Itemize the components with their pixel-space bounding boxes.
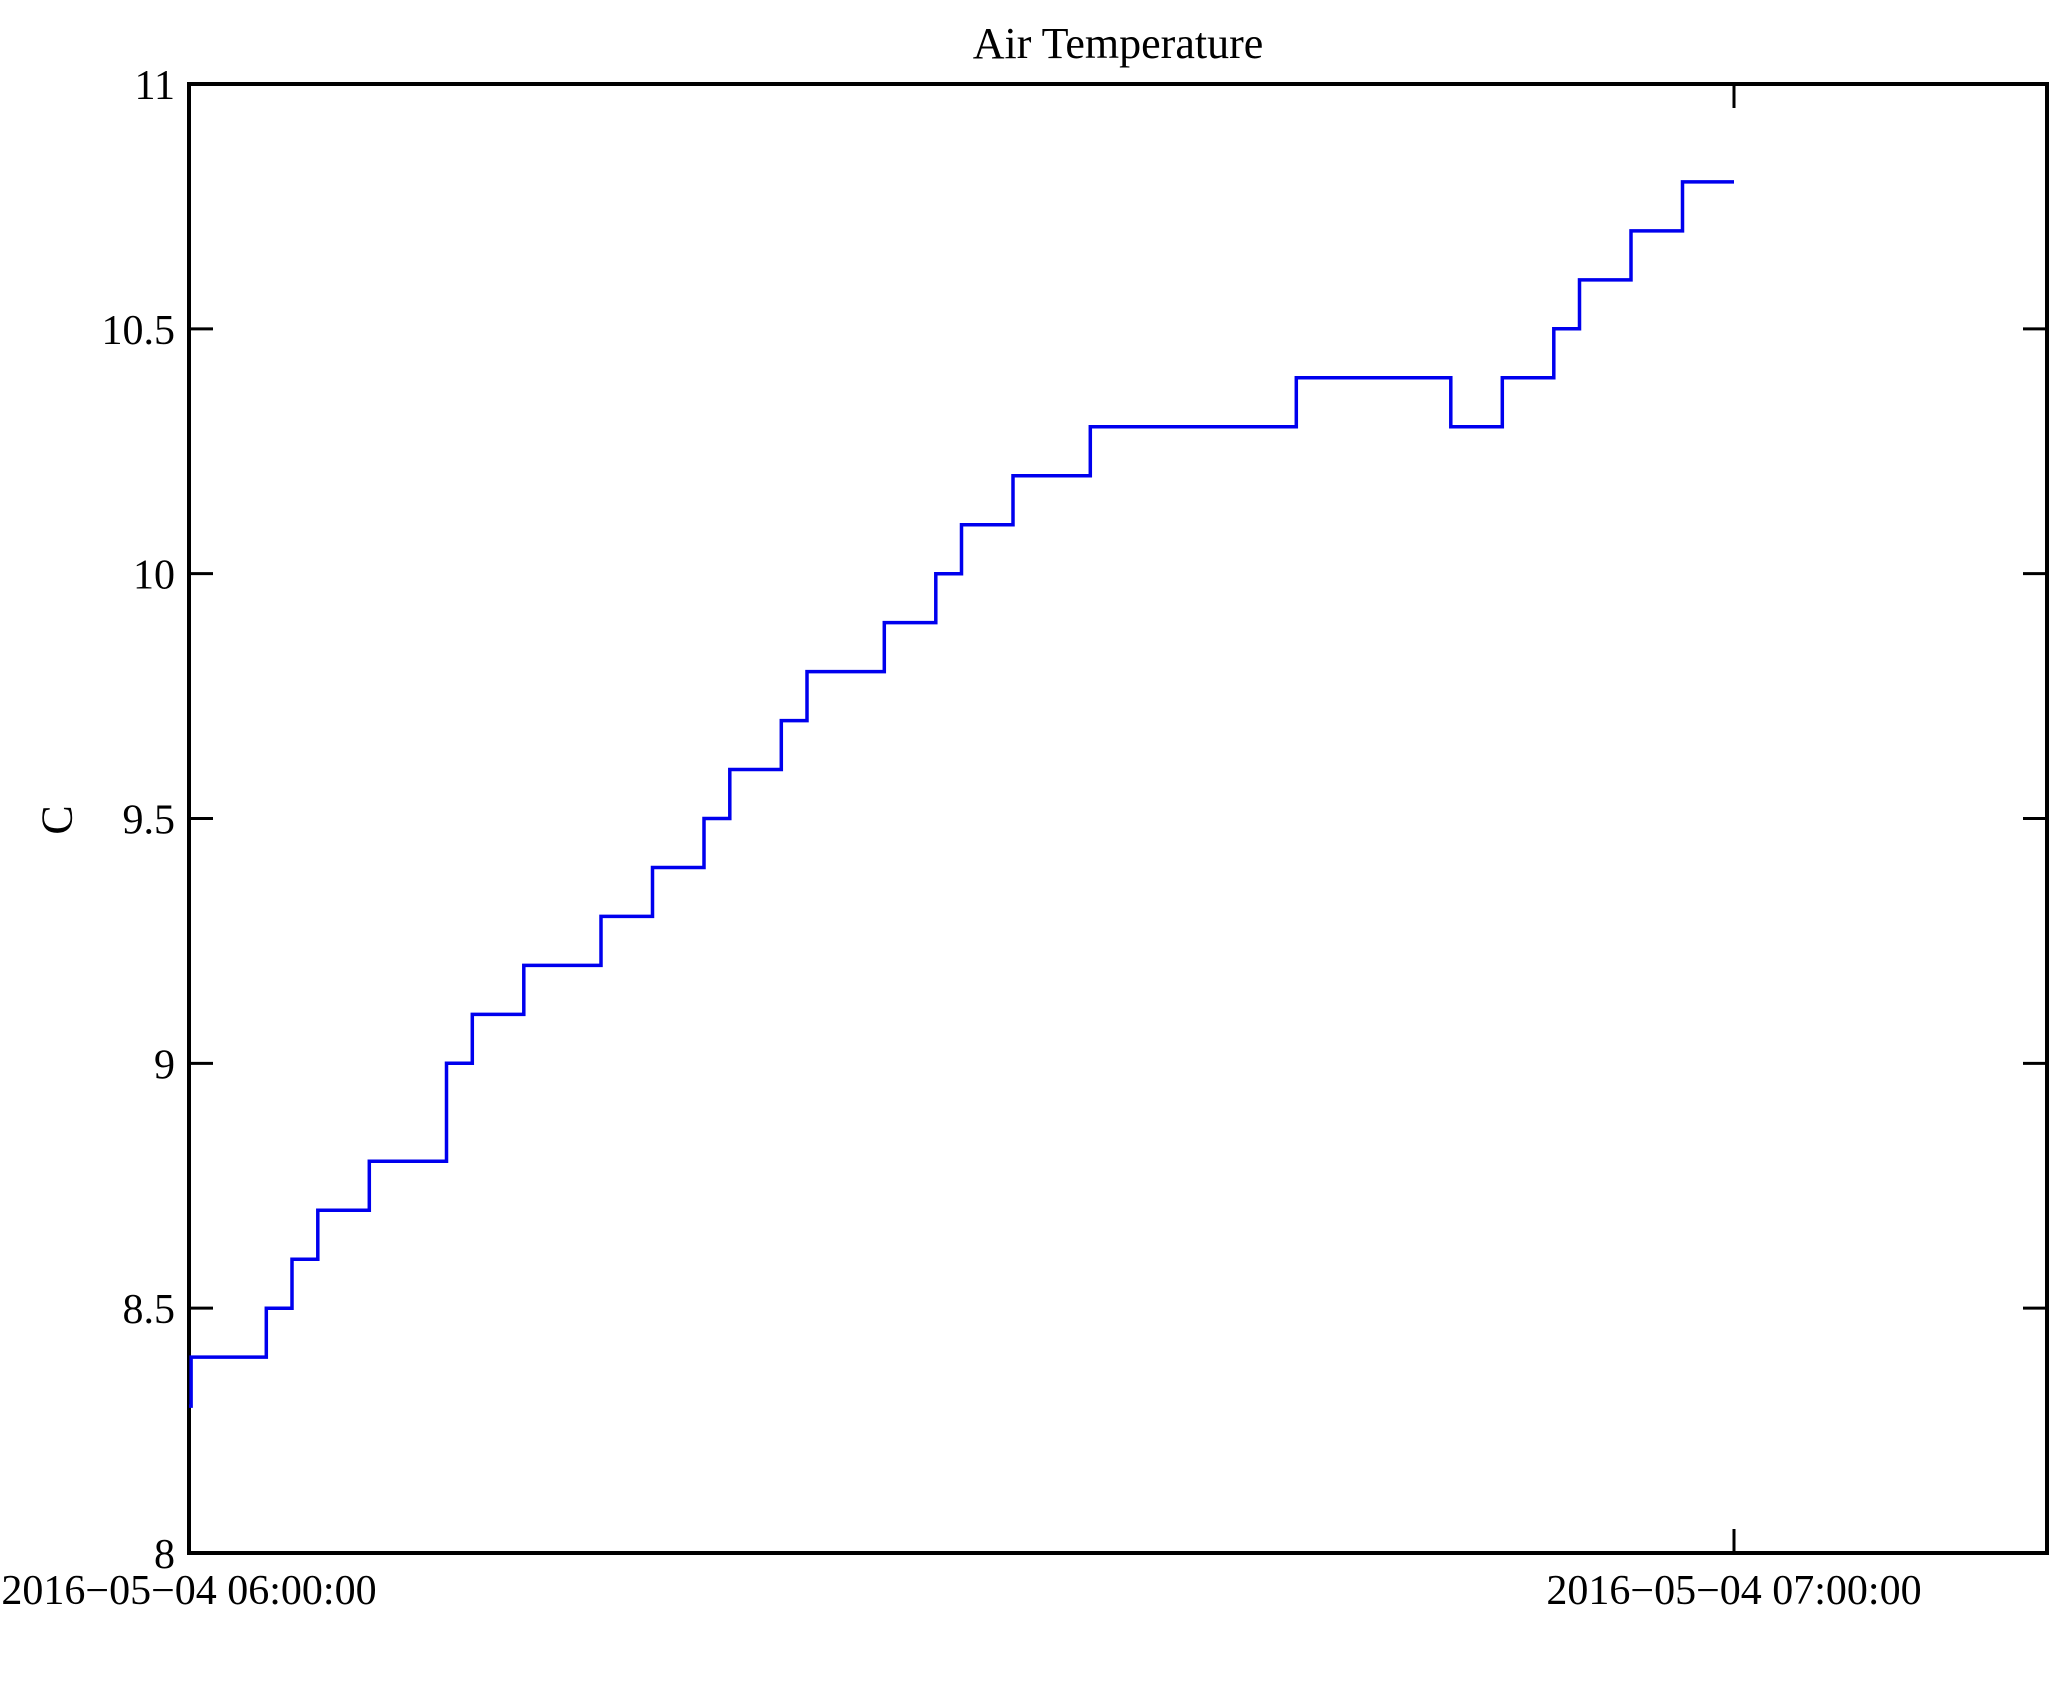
y-tick-label: 9.5 (123, 798, 176, 844)
y-tick-label: 8.5 (123, 1287, 176, 1333)
y-tick-label: 10.5 (102, 308, 176, 354)
x-tick-label: 2016−05−04 06:00:00 (1, 1568, 376, 1614)
y-tick-label: 10 (133, 553, 175, 599)
x-tick-label: 2016−05−04 07:00:00 (1546, 1568, 1921, 1614)
y-tick-label: 8 (154, 1532, 175, 1578)
axes-box (187, 82, 2049, 1555)
chart-title: Air Temperature (972, 19, 1264, 68)
y-tick-label: 11 (135, 63, 175, 109)
y-tick-label: 9 (154, 1042, 175, 1088)
temperature-step-line (189, 180, 1734, 1408)
